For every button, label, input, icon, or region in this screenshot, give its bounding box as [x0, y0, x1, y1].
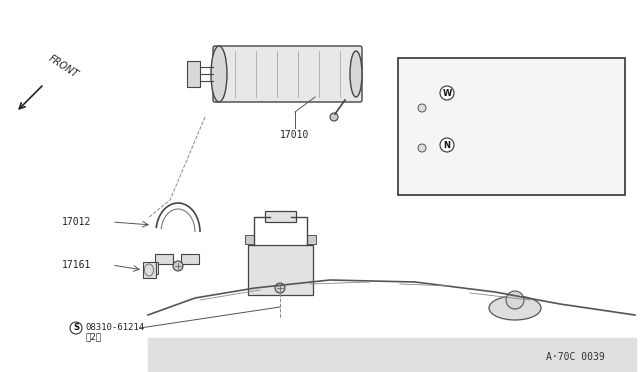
Bar [265, 211, 296, 222]
Text: 08915-1381A: 08915-1381A [460, 88, 525, 98]
Bar [245, 235, 254, 244]
Text: S: S [73, 324, 79, 333]
FancyBboxPatch shape [213, 46, 362, 102]
Circle shape [440, 86, 454, 100]
Text: N: N [444, 141, 451, 150]
Text: 〈2〉: 〈2〉 [85, 333, 101, 341]
Circle shape [330, 113, 338, 121]
Text: W: W [442, 89, 452, 97]
Text: 17010: 17010 [280, 130, 310, 140]
Text: 17161: 17161 [62, 260, 92, 270]
Text: 08310-61214: 08310-61214 [85, 324, 144, 333]
Text: 08911-1082A: 08911-1082A [460, 140, 525, 150]
Bar [155, 254, 173, 264]
Bar [398, 58, 625, 195]
Bar [248, 245, 313, 295]
Ellipse shape [211, 46, 227, 102]
Circle shape [70, 322, 82, 334]
Text: A·70C 0039: A·70C 0039 [547, 352, 605, 362]
Circle shape [440, 138, 454, 152]
Text: （1）: （1） [460, 151, 477, 161]
Text: 17012: 17012 [62, 217, 92, 227]
Circle shape [506, 291, 524, 309]
Ellipse shape [489, 296, 541, 320]
Bar [143, 262, 156, 278]
Bar [148, 262, 158, 274]
Circle shape [173, 261, 183, 271]
Text: （1）: （1） [460, 99, 477, 109]
Bar [187, 61, 200, 87]
Bar [181, 254, 199, 264]
Circle shape [275, 283, 285, 293]
Circle shape [418, 144, 426, 152]
Ellipse shape [350, 51, 362, 97]
Bar [307, 235, 316, 244]
Text: FRONT: FRONT [47, 54, 81, 80]
Circle shape [418, 104, 426, 112]
